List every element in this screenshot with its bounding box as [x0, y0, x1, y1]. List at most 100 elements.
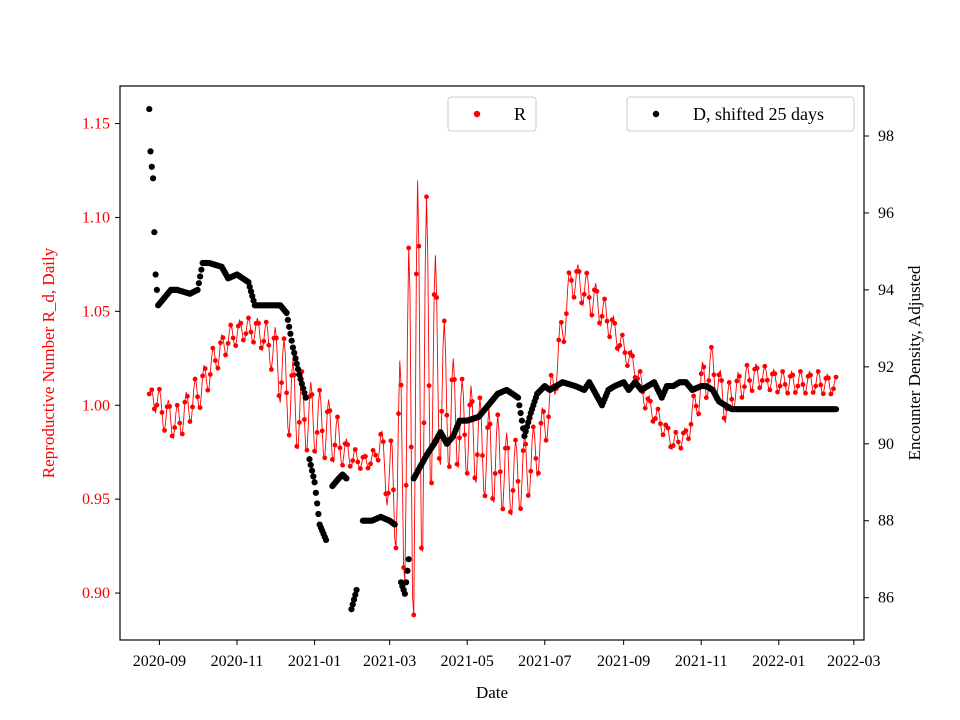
r-point	[775, 389, 780, 395]
d-point	[244, 278, 251, 285]
y-left-tick-label: 1.15	[82, 116, 110, 133]
r-point	[363, 454, 368, 459]
x-axis: 2020-09 2020-11 2021-01 2021-03 2021-05 2021-…	[133, 640, 880, 670]
r-point	[767, 387, 773, 393]
r-point	[721, 415, 727, 421]
d-point	[310, 473, 317, 480]
r-point	[459, 376, 465, 382]
r-point	[813, 383, 819, 389]
r-point	[294, 443, 300, 449]
r-point	[548, 372, 554, 378]
r-point	[772, 371, 778, 377]
r-point	[505, 445, 511, 451]
r-point	[230, 335, 236, 341]
r-point	[777, 383, 783, 389]
d-point	[415, 466, 422, 473]
r-point	[708, 344, 714, 350]
r-point	[457, 435, 462, 441]
x-tick-label: 2021-01	[288, 653, 341, 670]
r-point	[401, 565, 407, 570]
y-left-tick-label: 1.10	[82, 209, 110, 226]
r-point	[391, 487, 396, 493]
y-right-tick-label: 94	[878, 282, 894, 299]
r-point	[319, 428, 325, 434]
r-point	[388, 438, 394, 444]
r-point	[220, 335, 226, 340]
d-point	[516, 402, 523, 409]
r-point	[825, 375, 831, 381]
r-point	[195, 394, 200, 400]
d-point	[350, 596, 358, 603]
r-point	[747, 377, 752, 383]
r-point	[436, 456, 442, 461]
r-point	[172, 425, 178, 430]
r-point	[609, 317, 615, 323]
r-point	[716, 372, 722, 378]
r-point	[429, 480, 434, 486]
y-axis-left-label: Reproductive Number R_d, Daily	[39, 247, 58, 478]
r-point	[385, 490, 391, 496]
r-point	[729, 396, 735, 402]
r-point	[528, 468, 534, 474]
r-point	[380, 439, 386, 445]
r-point	[340, 462, 345, 468]
d-point	[448, 434, 456, 441]
r-point	[434, 295, 440, 300]
legend-r-marker	[473, 110, 481, 118]
r-point	[477, 395, 483, 401]
r-point	[419, 545, 424, 551]
d-point	[288, 337, 295, 344]
r-point	[286, 432, 292, 438]
r-point	[240, 337, 246, 343]
r-point	[706, 378, 712, 383]
r-point	[576, 269, 582, 274]
r-point	[686, 436, 691, 442]
r-point	[691, 393, 696, 399]
y-right-tick-label: 92	[878, 359, 894, 376]
r-point	[492, 471, 498, 476]
r-point	[469, 399, 475, 404]
r-point	[719, 378, 724, 383]
plot-frame	[119, 85, 865, 641]
r-point	[597, 320, 602, 326]
d-point	[532, 394, 539, 401]
r-point	[833, 374, 839, 380]
r-point	[749, 388, 755, 394]
r-point	[238, 320, 244, 326]
d-point	[146, 105, 153, 113]
r-point	[564, 311, 569, 317]
r-point	[556, 337, 562, 343]
d-point	[352, 591, 359, 598]
d-point	[301, 389, 308, 397]
d-point	[147, 148, 154, 155]
r-point	[398, 382, 404, 388]
d-point	[314, 500, 321, 507]
r-point	[617, 343, 623, 348]
d-point	[348, 606, 355, 613]
r-point	[464, 470, 470, 476]
y-left-tick-label: 1.05	[82, 303, 110, 320]
r-point	[762, 363, 768, 369]
r-point	[223, 352, 228, 358]
r-point	[329, 457, 335, 462]
r-point	[276, 393, 282, 399]
r-point	[523, 441, 529, 447]
r-point	[337, 445, 343, 451]
d-point	[403, 579, 410, 586]
d-point	[349, 601, 356, 608]
r-point	[798, 369, 803, 374]
r-point	[795, 383, 801, 389]
r-point	[530, 424, 536, 430]
r-point	[487, 421, 493, 427]
d-point	[197, 273, 204, 280]
r-point	[607, 334, 613, 340]
r-point	[228, 322, 234, 328]
r-point	[734, 378, 740, 384]
y-left-tick-label: 1.00	[82, 397, 110, 414]
d-point	[591, 388, 598, 395]
r-point	[683, 428, 689, 434]
r-point	[210, 345, 216, 351]
d-point	[513, 393, 520, 400]
y-left-tick-label: 0.90	[82, 585, 110, 602]
r-point	[782, 382, 788, 387]
